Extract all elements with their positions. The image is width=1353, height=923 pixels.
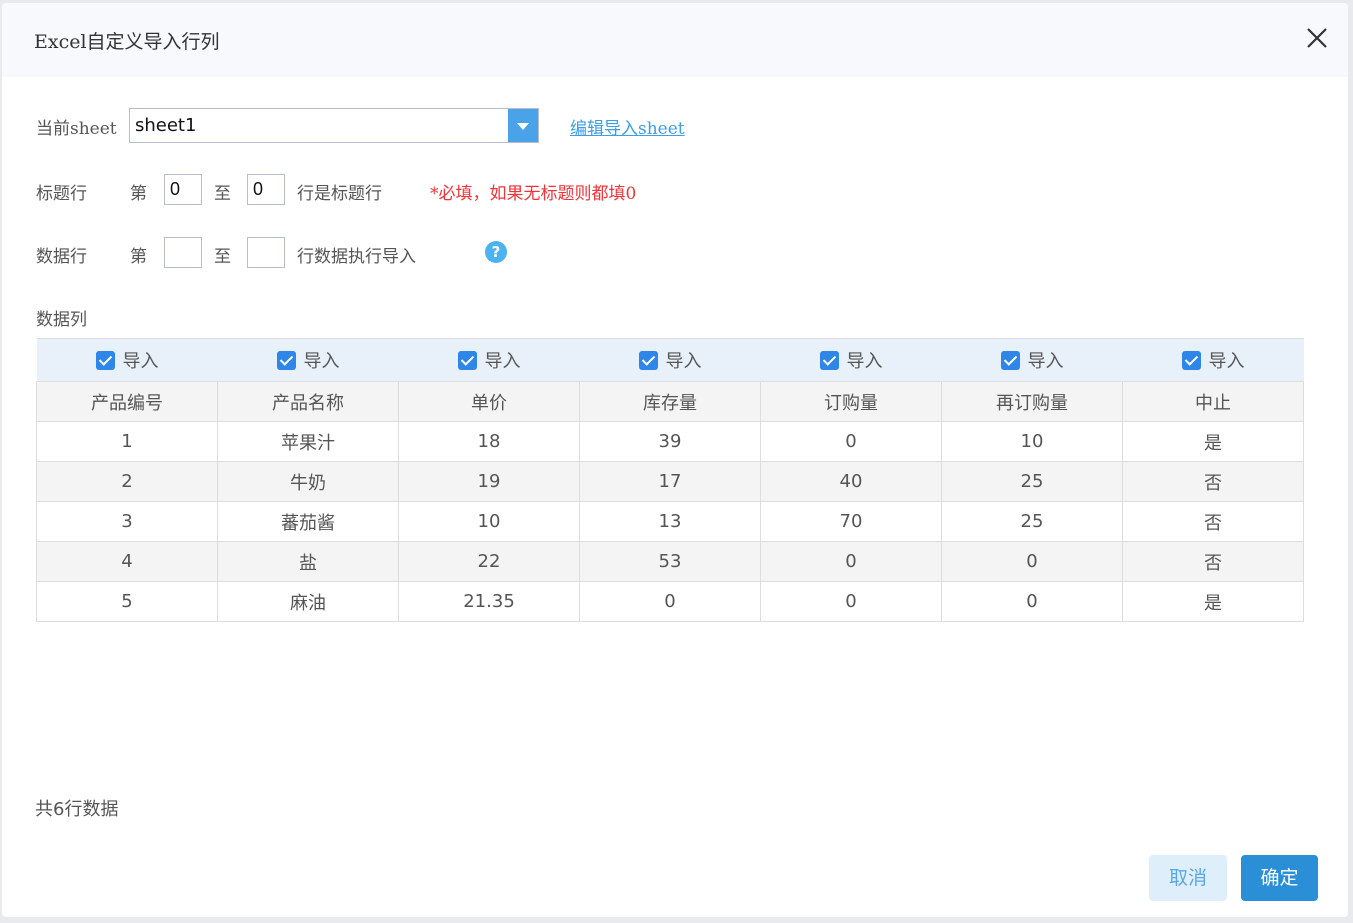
table-cell: 25 <box>941 461 1123 502</box>
import-cell[interactable]: 导入 <box>1122 338 1304 382</box>
checkbox-checked-icon[interactable] <box>95 351 115 370</box>
import-label: 导入 <box>303 351 340 372</box>
title-row-to-input[interactable] <box>247 174 285 205</box>
table-cell: 17 <box>579 461 761 502</box>
column-header: 再订购量 <box>941 381 1123 422</box>
import-cell[interactable]: 导入 <box>941 338 1123 382</box>
table-cell: 25 <box>941 501 1123 542</box>
import-checkbox-row: 导入 导入 导入 导入 导入 导入 导入 <box>36 338 1304 382</box>
table-cell: 否 <box>1122 461 1304 502</box>
import-cell[interactable]: 导入 <box>217 338 399 382</box>
import-label: 导入 <box>122 351 159 372</box>
table-header-row: 产品编号 产品名称 单价 库存量 订购量 再订购量 中止 <box>36 381 1304 422</box>
column-header: 库存量 <box>579 381 761 422</box>
column-header: 产品编号 <box>36 381 218 422</box>
table-row: 3 蕃茄酱 10 13 70 25 否 <box>36 501 1304 542</box>
data-row-from-input[interactable] <box>164 237 202 268</box>
table-cell: 5 <box>36 581 218 622</box>
data-to-label: 至 <box>214 247 231 267</box>
import-cell[interactable]: 导入 <box>36 338 218 382</box>
checkbox-checked-icon[interactable] <box>457 351 477 370</box>
data-from-label: 第 <box>130 247 147 267</box>
table-cell: 盐 <box>217 541 399 582</box>
import-label: 导入 <box>846 351 883 372</box>
sheet-select[interactable]: sheet1 <box>129 108 539 143</box>
table-cell: 蕃茄酱 <box>217 501 399 542</box>
table-cell: 40 <box>760 461 942 502</box>
checkbox-checked-icon[interactable] <box>638 351 658 370</box>
table-cell: 牛奶 <box>217 461 399 502</box>
edit-sheet-link[interactable]: 编辑导入sheet <box>570 119 685 139</box>
table-cell: 0 <box>760 581 942 622</box>
import-cell[interactable]: 导入 <box>760 338 942 382</box>
dialog-title: Excel自定义导入行列 <box>34 31 220 53</box>
sheet-select-value: sheet1 <box>135 115 197 136</box>
table-row: 1 苹果汁 18 39 0 10 是 <box>36 421 1304 462</box>
checkbox-checked-icon[interactable] <box>819 351 839 370</box>
import-cell[interactable]: 导入 <box>398 338 580 382</box>
title-row-from-input[interactable] <box>164 174 202 205</box>
table-cell: 是 <box>1122 421 1304 462</box>
table-cell: 18 <box>398 421 580 462</box>
data-row-label: 数据行 <box>36 247 87 267</box>
table-cell: 苹果汁 <box>217 421 399 462</box>
table-cell: 0 <box>579 581 761 622</box>
table-cell: 39 <box>579 421 761 462</box>
table-cell: 麻油 <box>217 581 399 622</box>
import-label: 导入 <box>1208 351 1245 372</box>
column-header: 中止 <box>1122 381 1304 422</box>
table-cell: 0 <box>760 421 942 462</box>
table-cell: 4 <box>36 541 218 582</box>
data-cols-label: 数据列 <box>36 310 87 330</box>
title-from-label: 第 <box>130 184 147 204</box>
table-cell: 3 <box>36 501 218 542</box>
table-cell: 0 <box>941 581 1123 622</box>
table-cell: 22 <box>398 541 580 582</box>
checkbox-checked-icon[interactable] <box>1000 351 1020 370</box>
table-row: 4 盐 22 53 0 0 否 <box>36 541 1304 582</box>
title-row-suffix: 行是标题行 <box>297 184 382 204</box>
table-cell: 0 <box>760 541 942 582</box>
table-cell: 19 <box>398 461 580 502</box>
table-cell: 2 <box>36 461 218 502</box>
table-cell: 10 <box>941 421 1123 462</box>
import-cell[interactable]: 导入 <box>579 338 761 382</box>
title-row-label: 标题行 <box>36 184 87 204</box>
dialog-header: Excel自定义导入行列 <box>2 3 1348 77</box>
column-header: 订购量 <box>760 381 942 422</box>
table-row: 5 麻油 21.35 0 0 0 是 <box>36 581 1304 622</box>
title-to-label: 至 <box>214 184 231 204</box>
import-dialog: Excel自定义导入行列 当前sheet sheet1 编辑导入sheet 标题… <box>2 3 1348 917</box>
import-label: 导入 <box>484 351 521 372</box>
close-icon[interactable] <box>1304 25 1330 51</box>
column-header: 产品名称 <box>217 381 399 422</box>
columns-table: 导入 导入 导入 导入 导入 导入 导入 产品编号 产品名称 单价 库存量 订购量 再订购… <box>36 338 1304 622</box>
help-icon[interactable]: ? <box>485 241 507 263</box>
table-cell: 否 <box>1122 541 1304 582</box>
table-cell: 1 <box>36 421 218 462</box>
total-rows: 共6行数据 <box>35 799 119 820</box>
table-cell: 否 <box>1122 501 1304 542</box>
sheet-label: 当前sheet <box>36 119 117 139</box>
cancel-button[interactable]: 取消 <box>1149 855 1227 901</box>
data-row-suffix: 行数据执行导入 <box>297 247 416 267</box>
table-cell: 21.35 <box>398 581 580 622</box>
table-cell: 70 <box>760 501 942 542</box>
table-row: 2 牛奶 19 17 40 25 否 <box>36 461 1304 502</box>
table-cell: 0 <box>941 541 1123 582</box>
checkbox-checked-icon[interactable] <box>276 351 296 370</box>
table-cell: 是 <box>1122 581 1304 622</box>
table-cell: 13 <box>579 501 761 542</box>
checkbox-checked-icon[interactable] <box>1181 351 1201 370</box>
column-header: 单价 <box>398 381 580 422</box>
import-label: 导入 <box>1027 351 1064 372</box>
table-cell: 53 <box>579 541 761 582</box>
confirm-button[interactable]: 确定 <box>1241 855 1318 901</box>
data-row-to-input[interactable] <box>247 237 285 268</box>
import-label: 导入 <box>665 351 702 372</box>
chevron-down-icon[interactable] <box>508 109 538 142</box>
required-note: *必填，如果无标题则都填0 <box>430 184 637 204</box>
table-cell: 10 <box>398 501 580 542</box>
